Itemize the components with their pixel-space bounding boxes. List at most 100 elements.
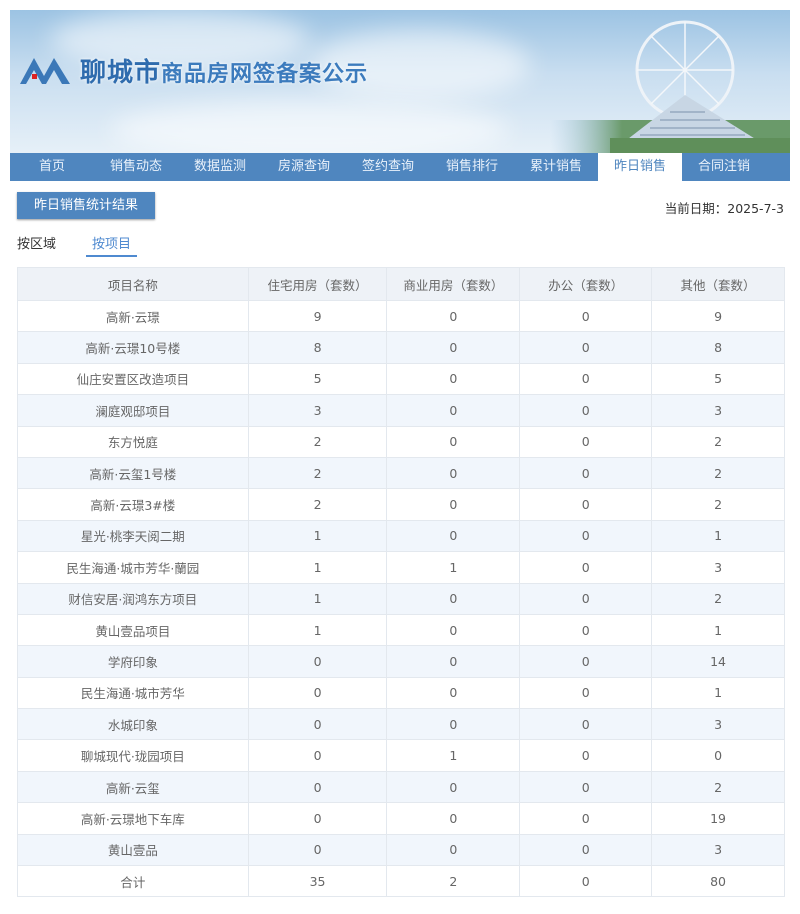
project-name-cell: 高新·云璟: [17, 299, 249, 333]
office-cell: 0: [519, 802, 653, 835]
office-cell: 0: [519, 456, 653, 490]
office-cell: 0: [519, 833, 653, 867]
other-cell: 1: [651, 613, 785, 647]
project-name-cell: 高新·云璟地下车库: [17, 802, 249, 835]
project-name-cell: 星光·桃李天阅二期: [17, 519, 249, 553]
col-commercial: 商业用房（套数）: [386, 267, 521, 301]
residential-cell: 3: [247, 394, 388, 427]
residential-cell: 2: [247, 488, 388, 521]
table-row: 澜庭观邸项目 3 0 0 3: [17, 394, 785, 427]
header-banner: 聊城市商品房网签备案公示: [10, 10, 790, 153]
commercial-cell: 0: [386, 519, 521, 553]
table-row: 民生海通·城市芳华·蘭园 1 1 0 3: [17, 551, 785, 584]
project-name-cell: 仙庄安置区改造项目: [17, 362, 249, 396]
office-cell: 0: [519, 394, 653, 427]
nav-home[interactable]: 首页: [38, 159, 65, 174]
nav-sales-dynamics[interactable]: 销售动态: [109, 159, 162, 174]
col-residential: 住宅用房（套数）: [247, 267, 388, 301]
table-row: 仙庄安置区改造项目 5 0 0 5: [17, 362, 785, 396]
project-name-cell: 高新·云璟3#楼: [17, 488, 249, 521]
commercial-cell: 0: [386, 425, 521, 458]
other-cell: 3: [651, 394, 785, 427]
project-name-cell: 澜庭观邸项目: [17, 394, 249, 427]
table-row: 黄山壹品项目 1 0 0 1: [17, 613, 785, 647]
other-cell: 2: [651, 488, 785, 521]
table-row: 财信安居·润鸿东方项目 1 0 0 2: [17, 582, 785, 615]
table-row: 星光·桃李天阅二期 1 0 0 1: [17, 519, 785, 553]
office-cell: 0: [519, 613, 653, 647]
table-row: 民生海通·城市芳华 0 0 0 1: [17, 676, 785, 710]
tab-by-region[interactable]: 按区域: [17, 237, 57, 252]
project-name-cell: 高新·云璟10号楼: [17, 331, 249, 364]
current-date: 当前日期：2025-7-3: [664, 201, 784, 216]
residential-cell: 8: [247, 331, 388, 364]
office-cell: 0: [519, 331, 653, 364]
residential-cell: 2: [247, 456, 388, 490]
project-name-cell: 民生海通·城市芳华: [17, 676, 249, 710]
office-cell: 0: [519, 425, 653, 458]
nav-listing-query[interactable]: 房源查询: [277, 159, 330, 174]
view-tabs: 按区域 按项目: [17, 233, 167, 257]
table-row: 高新·云璟地下车库 0 0 0 19: [17, 802, 785, 835]
commercial-cell: 0: [386, 613, 521, 647]
project-name-cell: 黄山壹品: [17, 833, 249, 867]
nav-contract-cancel[interactable]: 合同注销: [697, 159, 750, 174]
table-header-row: 项目名称 住宅用房（套数） 商业用房（套数） 办公（套数） 其他（套数）: [17, 267, 785, 301]
city-skyline-image: [550, 20, 790, 153]
residential-cell: 5: [247, 362, 388, 396]
other-cell: 2: [651, 770, 785, 804]
col-project-name: 项目名称: [17, 267, 249, 301]
nav-cumulative-sales[interactable]: 累计销售: [529, 159, 582, 174]
table-row: 黄山壹品 0 0 0 3: [17, 833, 785, 867]
commercial-cell: 0: [386, 645, 521, 678]
office-cell: 0: [519, 488, 653, 521]
commercial-cell: 0: [386, 676, 521, 710]
commercial-cell: 1: [386, 739, 521, 772]
nav-data-monitoring[interactable]: 数据监测: [193, 159, 246, 174]
residential-cell: 0: [247, 645, 388, 678]
residential-cell: 0: [247, 802, 388, 835]
commercial-cell: 0: [386, 331, 521, 364]
col-office: 办公（套数）: [519, 267, 653, 301]
main-nav: 首页 销售动态 数据监测 房源查询 签约查询 销售排行 累计销售 昨日销售 合同…: [10, 153, 790, 181]
tab-by-project[interactable]: 按项目: [86, 233, 138, 257]
table-row: 高新·云璟10号楼 8 0 0 8: [17, 331, 785, 364]
residential-cell: 35: [247, 865, 388, 898]
nav-contract-query[interactable]: 签约查询: [361, 159, 414, 174]
project-name-cell: 民生海通·城市芳华·蘭园: [17, 551, 249, 584]
commercial-cell: 0: [386, 833, 521, 867]
residential-cell: 2: [247, 425, 388, 458]
yesterday-stats-button[interactable]: 昨日销售统计结果: [17, 192, 155, 219]
commercial-cell: 1: [386, 551, 521, 584]
table-row: 高新·云玺1号楼 2 0 0 2: [17, 456, 785, 490]
other-cell: 80: [651, 865, 785, 898]
sales-table: 项目名称 住宅用房（套数） 商业用房（套数） 办公（套数） 其他（套数） 高新·…: [17, 267, 785, 898]
commercial-cell: 0: [386, 582, 521, 615]
residential-cell: 1: [247, 519, 388, 553]
office-cell: 0: [519, 708, 653, 741]
office-cell: 0: [519, 519, 653, 553]
commercial-cell: 0: [386, 394, 521, 427]
residential-cell: 1: [247, 551, 388, 584]
nav-sales-ranking[interactable]: 销售排行: [445, 159, 498, 174]
other-cell: 2: [651, 456, 785, 490]
project-name-cell: 合计: [17, 865, 249, 898]
nav-yesterday-sales[interactable]: 昨日销售: [598, 153, 682, 181]
other-cell: 3: [651, 708, 785, 741]
other-cell: 14: [651, 645, 785, 678]
commercial-cell: 0: [386, 456, 521, 490]
commercial-cell: 0: [386, 362, 521, 396]
other-cell: 5: [651, 362, 785, 396]
col-other: 其他（套数）: [651, 267, 785, 301]
table-row: 高新·云璟 9 0 0 9: [17, 299, 785, 333]
other-cell: 8: [651, 331, 785, 364]
office-cell: 0: [519, 299, 653, 333]
office-cell: 0: [519, 551, 653, 584]
table-row: 高新·云璟3#楼 2 0 0 2: [17, 488, 785, 521]
table-row: 聊城现代·珑园项目 0 1 0 0: [17, 739, 785, 772]
project-name-cell: 高新·云玺: [17, 770, 249, 804]
office-cell: 0: [519, 770, 653, 804]
project-name-cell: 财信安居·润鸿东方项目: [17, 582, 249, 615]
table-row: 水城印象 0 0 0 3: [17, 708, 785, 741]
other-cell: 3: [651, 551, 785, 584]
